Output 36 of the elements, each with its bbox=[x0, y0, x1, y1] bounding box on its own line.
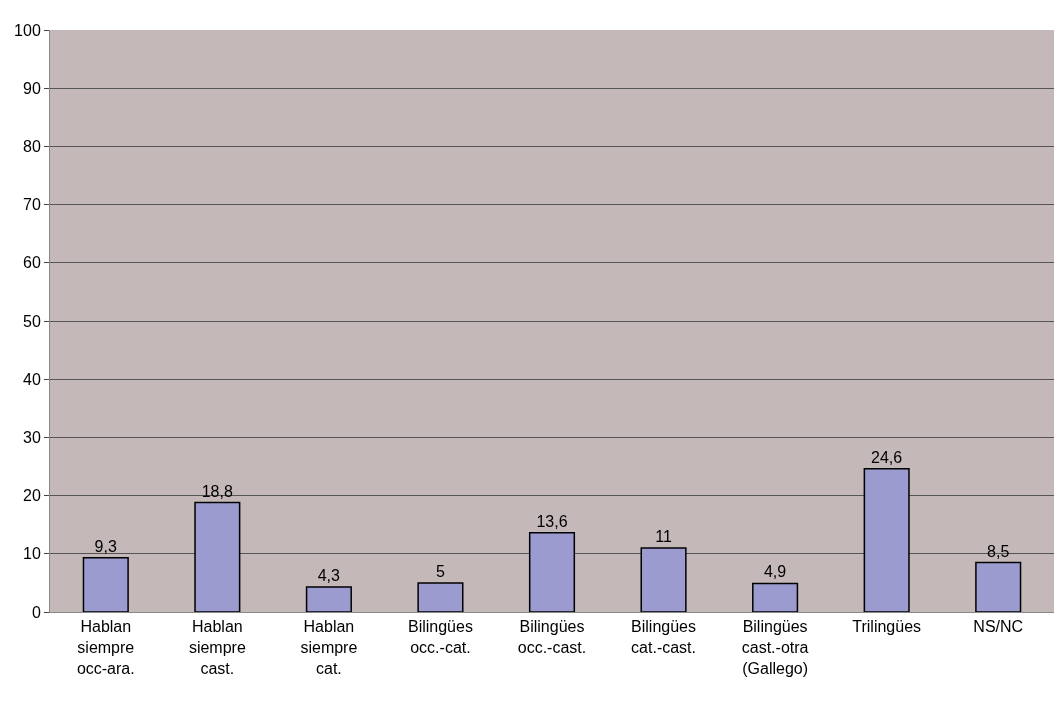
bar bbox=[194, 501, 241, 612]
x-tick-label: NS/NC bbox=[973, 618, 1024, 636]
x-tick-label: Hablan siempre cat. bbox=[300, 618, 358, 677]
y-tick-label: 80 bbox=[23, 138, 41, 155]
data-label: 11 bbox=[655, 527, 672, 545]
y-tick-label: 30 bbox=[23, 429, 41, 446]
bar bbox=[863, 468, 910, 612]
bar bbox=[82, 557, 129, 612]
bar bbox=[640, 547, 687, 612]
bar bbox=[975, 561, 1022, 612]
y-tick-label: 20 bbox=[23, 487, 41, 505]
x-tick-label: Bilingües occ.-cat. bbox=[407, 618, 473, 656]
data-label: 4,3 bbox=[317, 566, 341, 584]
y-tick-label: 10 bbox=[23, 545, 41, 563]
x-tick-label: Bilingües occ.-cast. bbox=[517, 618, 587, 656]
data-label: 9,3 bbox=[94, 537, 117, 555]
y-tick-label: 60 bbox=[23, 254, 41, 272]
x-tick-label: Bilingües cat.-cast. bbox=[631, 618, 697, 656]
bar bbox=[528, 532, 576, 612]
x-tick-label: Trilingües bbox=[852, 618, 922, 636]
y-tick-label: 40 bbox=[23, 370, 41, 388]
x-tick-label: Bilingües cast.-otra (Gallego) bbox=[741, 618, 809, 677]
bar bbox=[417, 582, 464, 612]
y-tick-label: 50 bbox=[23, 312, 41, 330]
y-tick-label: 0 bbox=[31, 603, 41, 621]
x-tick-label: Hablan siempre cast. bbox=[188, 618, 246, 677]
y-tick-label: 90 bbox=[23, 79, 41, 97]
y-tick-label: 70 bbox=[23, 196, 41, 214]
data-label: 13,6 bbox=[536, 512, 568, 530]
x-tick-label: Hablan siempre occ-ara. bbox=[76, 618, 135, 677]
bar bbox=[305, 586, 352, 612]
y-tick-label: 100 bbox=[14, 21, 41, 39]
data-label: 5 bbox=[435, 562, 445, 580]
data-label: 24,6 bbox=[871, 448, 903, 466]
data-label: 4,9 bbox=[763, 563, 787, 581]
bar bbox=[752, 582, 799, 612]
